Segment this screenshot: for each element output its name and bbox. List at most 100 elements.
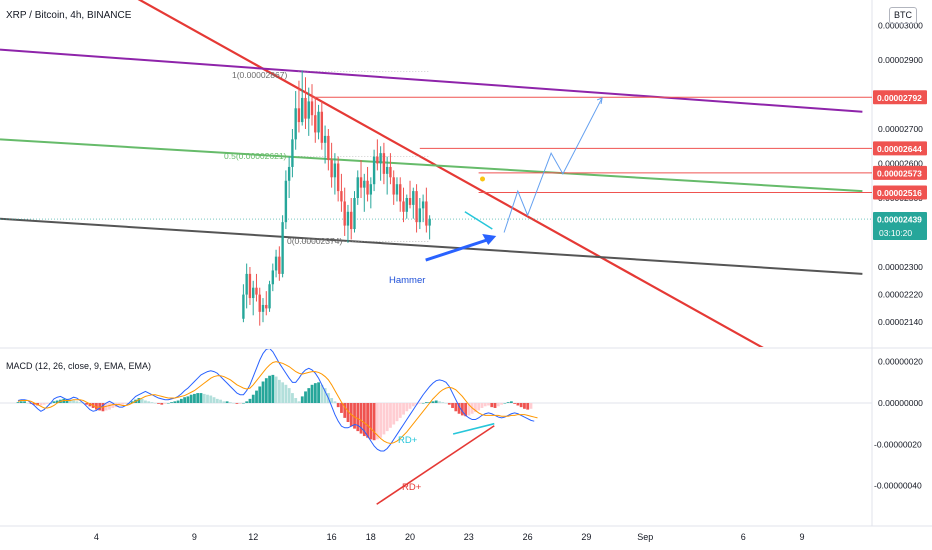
macd-histogram-bar[interactable]: [421, 403, 425, 404]
candle-body[interactable]: [372, 156, 376, 185]
macd-histogram-bar[interactable]: [464, 403, 468, 417]
macd-histogram-bar[interactable]: [264, 378, 268, 403]
macd-histogram-bar[interactable]: [454, 403, 458, 412]
macd-histogram-bar[interactable]: [529, 403, 533, 409]
macd-histogram-bar[interactable]: [493, 403, 497, 408]
macd-histogram-bar[interactable]: [26, 403, 30, 404]
macd-histogram-bar[interactable]: [242, 403, 245, 404]
macd-histogram-bar[interactable]: [153, 403, 157, 404]
macd-histogram-bar[interactable]: [121, 403, 124, 405]
candle-body[interactable]: [399, 184, 402, 202]
macd-histogram-bar[interactable]: [268, 375, 271, 403]
macd-histogram-bar[interactable]: [304, 391, 307, 403]
macd-histogram-bar[interactable]: [526, 403, 530, 410]
macd-histogram-bar[interactable]: [199, 393, 203, 403]
candle-body[interactable]: [405, 198, 408, 212]
macd-histogram-bar[interactable]: [212, 397, 216, 403]
macd-histogram-bar[interactable]: [405, 403, 409, 412]
candle-body[interactable]: [350, 211, 353, 230]
macd-histogram-bar[interactable]: [487, 403, 490, 406]
macd-histogram-bar[interactable]: [255, 390, 258, 403]
macd-histogram-bar[interactable]: [477, 403, 481, 411]
macd-histogram-bar[interactable]: [519, 403, 523, 408]
macd-histogram-bar[interactable]: [19, 401, 23, 403]
macd-histogram-bar[interactable]: [147, 401, 151, 403]
candle-body[interactable]: [389, 166, 392, 178]
macd-histogram-bar[interactable]: [431, 401, 435, 403]
macd-histogram-bar[interactable]: [140, 398, 144, 403]
macd-histogram-bar[interactable]: [157, 403, 160, 404]
macd-histogram-bar[interactable]: [232, 403, 236, 404]
macd-histogram-bar[interactable]: [310, 384, 314, 403]
macd-histogram-bar[interactable]: [353, 403, 356, 429]
macd-histogram-bar[interactable]: [434, 400, 438, 403]
macd-histogram-bar[interactable]: [245, 401, 249, 403]
macd-histogram-bar[interactable]: [137, 398, 141, 403]
price-axis[interactable]: 0.000030000.000029000.000028000.00002700…: [873, 21, 927, 491]
candle-body[interactable]: [418, 208, 422, 223]
macd-histogram-bar[interactable]: [392, 403, 396, 425]
macd-histogram-bar[interactable]: [402, 403, 405, 415]
macd-histogram-bar[interactable]: [85, 403, 89, 405]
macd-histogram-bar[interactable]: [379, 403, 383, 438]
candle-body[interactable]: [278, 256, 281, 274]
candle-body[interactable]: [366, 180, 369, 195]
macd-histogram-bar[interactable]: [193, 393, 196, 403]
candle-body[interactable]: [284, 180, 288, 223]
macd-histogram-bar[interactable]: [425, 402, 428, 403]
candle-body[interactable]: [330, 160, 333, 178]
candle-body[interactable]: [287, 166, 291, 181]
macd-histogram-bar[interactable]: [108, 403, 111, 410]
macd-histogram-bar[interactable]: [307, 388, 311, 403]
macd-histogram-bar[interactable]: [490, 403, 494, 408]
candle-body[interactable]: [356, 177, 359, 198]
candle-body[interactable]: [336, 163, 340, 192]
macd-histogram-bar[interactable]: [235, 403, 239, 404]
candle-body[interactable]: [376, 156, 379, 164]
projection-path[interactable]: [503, 97, 603, 233]
macd-histogram-bar[interactable]: [513, 403, 517, 404]
candle-body[interactable]: [242, 294, 245, 319]
macd-histogram-bar[interactable]: [248, 398, 252, 403]
candle-body[interactable]: [320, 111, 324, 143]
trendline-gray[interactable]: [0, 217, 863, 275]
macd-histogram-bar[interactable]: [277, 379, 281, 403]
macd-histogram-bar[interactable]: [228, 402, 232, 403]
macd-histogram-bar[interactable]: [346, 403, 350, 423]
trendline-purple[interactable]: [0, 48, 863, 113]
macd-histogram-bar[interactable]: [160, 403, 164, 405]
candle-body[interactable]: [314, 115, 317, 133]
candle-body[interactable]: [304, 97, 307, 119]
macd-histogram-bar[interactable]: [75, 401, 79, 403]
macd-histogram-bar[interactable]: [503, 403, 507, 404]
candle-body[interactable]: [317, 111, 320, 133]
macd-histogram-bar[interactable]: [144, 400, 147, 403]
macd-histogram-bar[interactable]: [366, 403, 370, 438]
signal-line[interactable]: [17, 361, 538, 445]
macd-histogram-bar[interactable]: [52, 401, 56, 403]
candle-body[interactable]: [307, 101, 310, 119]
macd-histogram-bar[interactable]: [382, 403, 386, 435]
macd-histogram-bar[interactable]: [509, 401, 513, 403]
candle-body[interactable]: [297, 108, 301, 123]
macd-histogram-bar[interactable]: [72, 400, 75, 403]
macd-histogram-bar[interactable]: [343, 403, 347, 418]
macd-histogram-bar[interactable]: [359, 403, 363, 434]
candle-body[interactable]: [261, 304, 265, 312]
candle-body[interactable]: [425, 201, 428, 226]
macd-histogram-bar[interactable]: [281, 382, 285, 403]
time-axis[interactable]: 4 9 12 16 18 20 23 26 29 Sep 6 9: [94, 532, 805, 542]
macd-histogram-bar[interactable]: [369, 403, 373, 440]
candle-body[interactable]: [359, 177, 363, 188]
macd-histogram-bar[interactable]: [163, 403, 167, 404]
candle-body[interactable]: [255, 287, 258, 295]
macd-histogram-bar[interactable]: [457, 403, 461, 414]
macd-histogram-bar[interactable]: [438, 401, 441, 403]
macd-histogram-bar[interactable]: [418, 403, 422, 404]
candle-body[interactable]: [245, 273, 248, 295]
candle-body[interactable]: [415, 191, 418, 223]
macd-histogram-bar[interactable]: [183, 397, 187, 403]
candle-body[interactable]: [408, 198, 412, 205]
candle-body[interactable]: [333, 163, 337, 178]
